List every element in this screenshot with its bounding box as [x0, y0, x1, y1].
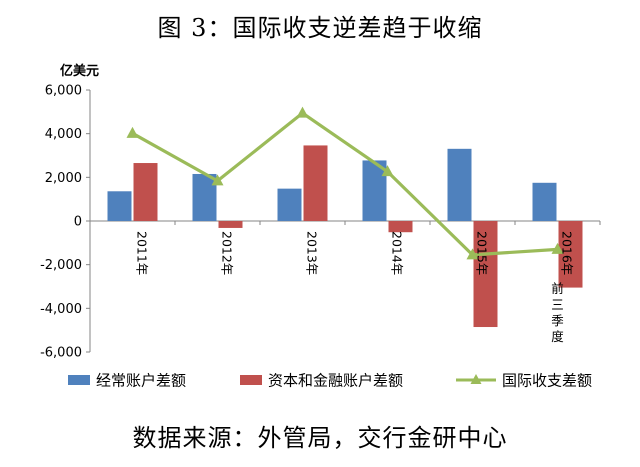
y-tick-label: 2,000: [45, 171, 82, 186]
legend-capital-financial-swatch: [240, 375, 262, 385]
category-label: 2011年: [135, 231, 150, 275]
y-tick-label: -4,000: [40, 302, 82, 317]
category-label: 2016年: [560, 231, 575, 275]
bar-capital-financial: [558, 221, 583, 288]
category-label: 2014年: [390, 231, 405, 275]
line-series: [126, 106, 564, 260]
line-bop-marker: [466, 248, 479, 260]
bar-current-account: [277, 188, 302, 221]
legend-current-account-swatch: [68, 375, 90, 385]
y-tick-label: -6,000: [40, 346, 82, 361]
bars: [107, 145, 583, 328]
category-label: 2015年: [475, 231, 490, 275]
line-bop-marker: [296, 106, 309, 118]
bar-current-account: [107, 191, 132, 221]
bar-capital-financial: [388, 221, 413, 233]
chart-title: 图 3：国际收支逆差趋于收缩: [157, 14, 483, 42]
y-tick-label: 6,000: [45, 84, 82, 99]
line-bop: [131, 111, 558, 257]
y-tick-label: 0: [74, 215, 82, 230]
legend-capital-financial-label: 资本和金融账户差额: [268, 372, 403, 390]
line-bop-marker: [381, 165, 394, 177]
bar-current-account: [192, 173, 217, 221]
line-bop-marker: [126, 126, 139, 138]
axes: [86, 89, 601, 353]
source-note: 数据来源：外管局，交行金研中心: [132, 424, 508, 452]
line-bop-marker: [551, 242, 564, 254]
bar-current-account: [532, 182, 557, 221]
category-label: 2012年: [220, 231, 235, 275]
y-axis-unit: 亿美元: [60, 63, 99, 79]
bar-capital-financial: [303, 145, 328, 221]
bar-current-account: [362, 160, 387, 221]
category-label: 2013年: [305, 231, 320, 275]
bar-capital-financial: [473, 221, 498, 328]
bar-current-account: [447, 148, 472, 221]
bar-capital-financial: [133, 163, 158, 221]
legend: 经常账户差额 资本和金融账户差额 国际收支差额: [68, 372, 592, 390]
legend-bop-marker: [470, 374, 482, 384]
legend-bop-label: 国际收支差额: [502, 372, 592, 390]
bar-capital-financial: [218, 221, 243, 228]
legend-current-account-label: 经常账户差额: [96, 372, 186, 390]
category-label-cont: 前三季度: [551, 281, 564, 344]
y-tick-labels: -6,000 -4,000 -2,000 0 2,000 4,000 6,000: [40, 84, 82, 361]
line-bop-marker: [211, 174, 224, 186]
y-tick-label: -2,000: [40, 258, 82, 273]
y-tick-label: 4,000: [45, 127, 82, 142]
